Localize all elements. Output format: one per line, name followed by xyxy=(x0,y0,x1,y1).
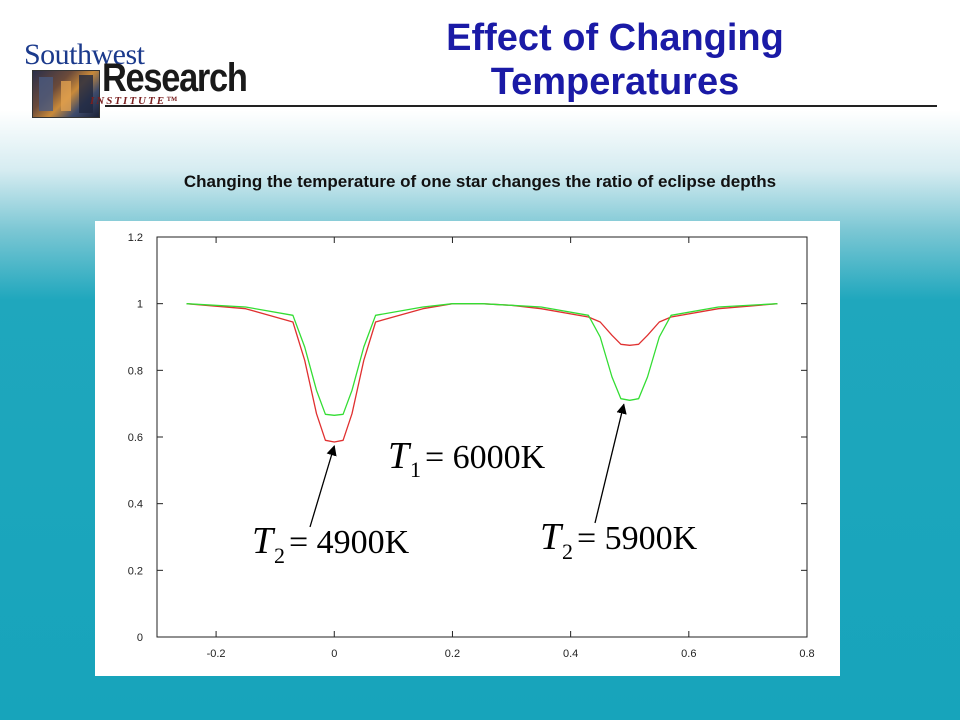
series-line-2 xyxy=(186,303,778,416)
annotation-t2-left-subscript: 2 xyxy=(274,543,285,568)
x-tick-label: -0.2 xyxy=(207,648,226,660)
annotation-arrow-2 xyxy=(594,403,627,524)
y-tick-label: 0 xyxy=(137,632,143,644)
x-tick-label: 0.2 xyxy=(445,648,460,660)
x-tick-label: 0.4 xyxy=(563,648,578,660)
slide-title: Effect of Changing Temperatures xyxy=(380,16,850,104)
annotation-arrow-1 xyxy=(309,445,337,528)
annotation-t2-left-symbol: T xyxy=(252,520,276,562)
eclipse-chart: 0 0.2 0.4 0.6 0.8 1 1.2 -0.2 0 0.2 0.4 0.6 0.8 T 1 =… xyxy=(95,221,840,676)
logo-southwest-text: Southwest xyxy=(24,38,145,71)
eclipse-chart-svg: 0 0.2 0.4 0.6 0.8 1 1.2 -0.2 0 0.2 0.4 0.6 0.8 T 1 =… xyxy=(128,232,815,660)
x-tick-label: 0.8 xyxy=(799,648,814,660)
annotation-t1-symbol: T xyxy=(388,435,412,477)
annotation-t1-subscript: 1 xyxy=(410,457,421,482)
slide-subtitle: Changing the temperature of one star cha… xyxy=(183,172,777,191)
logo-research-text: Research xyxy=(102,56,248,100)
x-tick-label: 0.6 xyxy=(681,648,696,660)
logo-institute-text: INSTITUTE™ xyxy=(90,95,180,107)
title-divider xyxy=(105,105,937,107)
plot-frame xyxy=(156,236,808,638)
logo-photo-icon xyxy=(32,70,100,118)
annotation-t2-right-symbol: T xyxy=(540,516,564,558)
annotation-t2-left-text: = 4900K xyxy=(289,524,410,561)
annotation-t2-right-text: = 5900K xyxy=(577,520,698,557)
southwest-research-logo: Southwest Research INSTITUTE™ xyxy=(20,38,270,120)
y-tick-label: 0.4 xyxy=(128,499,143,511)
y-tick-label: 1 xyxy=(137,299,143,311)
y-tick-label: 1.2 xyxy=(128,232,143,244)
series-line-1 xyxy=(186,303,778,443)
slide-title-line1: Effect of Changing xyxy=(446,17,784,59)
y-tick-label: 0.2 xyxy=(128,565,143,577)
y-tick-label: 0.6 xyxy=(128,432,143,444)
y-tick-label: 0.8 xyxy=(128,365,143,377)
x-tick-label: 0 xyxy=(331,648,337,660)
annotation-t2-right-subscript: 2 xyxy=(562,539,573,564)
annotation-t1-text: = 6000K xyxy=(425,439,546,476)
slide-title-line2: Temperatures xyxy=(490,61,740,103)
